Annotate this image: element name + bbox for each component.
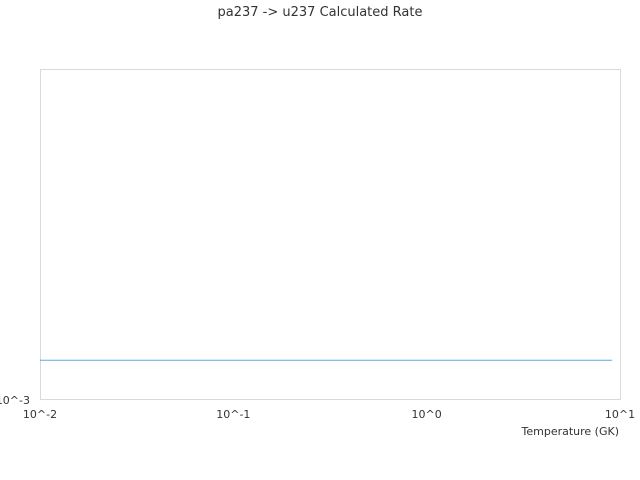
chart-title: pa237 -> u237 Calculated Rate — [218, 5, 423, 20]
x-tick-label: 10^1 — [605, 408, 635, 421]
x-axis-label: Temperature (GK) — [521, 425, 620, 438]
x-tick-label: 10^-2 — [23, 408, 57, 421]
plot-area — [40, 69, 621, 400]
x-tick-label: 10^0 — [412, 408, 442, 421]
y-tick-label: 10^-3 — [0, 394, 30, 407]
x-tick-label: 10^-1 — [216, 408, 250, 421]
